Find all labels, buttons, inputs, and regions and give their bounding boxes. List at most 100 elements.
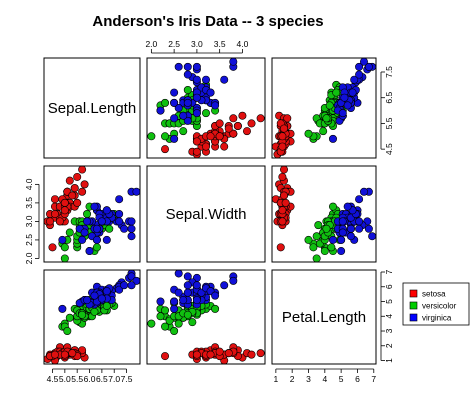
- panel-frame: [271, 269, 377, 365]
- point-setosa-49: [60, 206, 69, 215]
- point-virginica-42: [80, 228, 89, 237]
- point-setosa-49: [278, 132, 287, 141]
- point-setosa-48: [224, 124, 233, 133]
- point-setosa-15: [256, 114, 265, 123]
- tick-label-sepal-length-right-1: 5.5: [384, 117, 394, 129]
- point-setosa-41: [161, 352, 170, 361]
- point-setosa-45: [192, 350, 201, 359]
- point-setosa-48: [224, 349, 233, 358]
- panel-Petal.Length-vs-Petal.Length: Petal.Length: [271, 269, 377, 365]
- point-virginica-35: [192, 62, 201, 71]
- point-setosa-18: [78, 187, 87, 196]
- point-virginica-32: [346, 224, 355, 233]
- point-virginica-35: [355, 217, 364, 226]
- panel-frame: [146, 269, 266, 365]
- point-versicolor-47: [325, 101, 334, 110]
- tick-label-sepal-length-right-3: 7.5: [384, 66, 394, 78]
- point-virginica-25: [115, 210, 124, 219]
- y-axis-petal-length-right: 1 2 3 4 5 6 7: [380, 269, 394, 363]
- point-virginica-47: [97, 217, 106, 226]
- point-virginica-31: [132, 187, 141, 196]
- point-virginica-33: [92, 224, 101, 233]
- point-versicolor-10: [60, 254, 69, 263]
- point-setosa-15: [78, 165, 87, 174]
- tick-label-sepal-length-right-0: 4.5: [384, 143, 394, 155]
- tick-label-sepal-length-bottom-5: 7.0: [108, 374, 120, 384]
- point-setosa-38: [192, 147, 201, 156]
- tick-label-petal-length-bottom-6: 7: [371, 374, 376, 384]
- point-setosa-47: [50, 350, 59, 359]
- point-virginica-29: [350, 75, 359, 84]
- y-axis-sepal-width-left: 2.0 2.5 3.0 3.5 4.0: [24, 178, 40, 264]
- point-setosa-33: [247, 119, 256, 128]
- point-versicolor-29: [312, 232, 321, 241]
- tick-label-petal-length-right-0: 1: [384, 358, 394, 363]
- point-versicolor-43: [161, 132, 170, 141]
- point-virginica-31: [229, 276, 238, 285]
- point-versicolor-48: [304, 129, 313, 138]
- point-virginica-9: [115, 195, 124, 204]
- point-setosa-38: [46, 217, 55, 226]
- tick-label-sepal-width-top-0: 2.0: [145, 39, 157, 49]
- point-virginica-30: [120, 224, 129, 233]
- point-versicolor-26: [183, 86, 192, 95]
- point-versicolor-14: [314, 221, 323, 230]
- point-virginica-6: [328, 134, 337, 143]
- point-virginica-33: [183, 98, 192, 107]
- tick-label-sepal-width-top-4: 4.0: [237, 39, 249, 49]
- point-virginica-49: [192, 296, 201, 305]
- panel-Petal.Length-vs-Sepal.Width: [146, 269, 266, 365]
- point-setosa-45: [278, 217, 287, 226]
- point-setosa-41: [48, 243, 57, 252]
- point-setosa-49: [278, 206, 287, 215]
- point-virginica-30: [183, 281, 192, 290]
- panel-Sepal.Width-vs-Sepal.Width: Sepal.Width: [146, 165, 266, 263]
- tick-label-petal-length-right-4: 5: [384, 299, 394, 304]
- point-virginica-32: [183, 288, 192, 297]
- tick-label-sepal-width-top-1: 2.5: [168, 39, 180, 49]
- tick-label-sepal-width-left-0: 2.0: [24, 252, 34, 264]
- tick-label-sepal-width-top-2: 3.0: [191, 39, 203, 49]
- point-setosa-43: [215, 347, 224, 356]
- point-virginica-8: [102, 235, 111, 244]
- panel-Sepal.Length-vs-Petal.Length: [271, 57, 377, 159]
- legend-label-setosa: setosa: [422, 290, 446, 299]
- panel-Sepal.Width-vs-Petal.Length: [271, 165, 377, 263]
- panel-Sepal.Length-vs-Sepal.Width: [146, 57, 266, 159]
- point-virginica-9: [220, 75, 229, 84]
- point-virginica-19: [337, 247, 346, 256]
- point-setosa-32: [65, 176, 74, 185]
- point-virginica-46: [337, 235, 346, 244]
- point-versicolor-49: [322, 224, 331, 233]
- point-setosa-16: [70, 184, 79, 193]
- point-setosa-48: [68, 349, 77, 358]
- point-setosa-36: [215, 119, 224, 128]
- point-virginica-30: [355, 224, 364, 233]
- tick-label-sepal-width-left-3: 3.5: [24, 197, 34, 209]
- point-versicolor-10: [147, 132, 156, 141]
- point-virginica-22: [183, 62, 192, 71]
- point-virginica-46: [170, 98, 179, 107]
- point-versicolor-48: [304, 235, 313, 244]
- point-setosa-49: [60, 350, 69, 359]
- point-versicolor-10: [147, 319, 156, 328]
- point-virginica-48: [343, 202, 352, 211]
- tick-label-petal-length-bottom-2: 3: [306, 374, 311, 384]
- point-virginica-49: [83, 296, 92, 305]
- point-virginica-44: [102, 206, 111, 215]
- point-setosa-49: [206, 132, 215, 141]
- legend-label-versicolor: versicolor: [422, 302, 457, 311]
- point-setosa-22: [220, 142, 229, 151]
- point-virginica-34: [174, 104, 183, 113]
- point-setosa-49: [206, 350, 215, 359]
- point-versicolor-9: [65, 313, 74, 322]
- point-virginica-22: [364, 62, 373, 71]
- point-virginica-9: [220, 281, 229, 290]
- point-virginica-22: [127, 272, 136, 281]
- tick-label-petal-length-right-2: 3: [384, 328, 394, 333]
- legend-swatch-setosa: [409, 289, 418, 298]
- tick-label-petal-length-right-6: 7: [384, 269, 394, 274]
- point-virginica-48: [211, 291, 220, 300]
- point-setosa-33: [73, 172, 82, 181]
- tick-label-sepal-length-bottom-0: 4.5: [47, 374, 59, 384]
